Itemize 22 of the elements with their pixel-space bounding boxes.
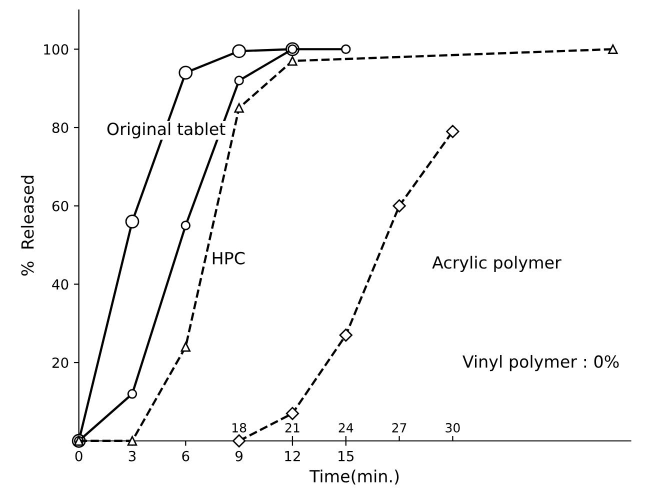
x-tick-label: 9	[236, 450, 243, 462]
y-tick-label: 100	[44, 44, 68, 55]
x2-tick-label: 24	[338, 423, 354, 432]
y-tick-label: 80	[52, 122, 68, 133]
x2-tick-label: 30	[446, 423, 460, 432]
annotation: Original tablet	[107, 122, 226, 138]
y-tick-label: 40	[52, 279, 68, 290]
x2-tick-label: 21	[285, 423, 300, 432]
y-tick-label: 20	[52, 358, 68, 368]
annotation: HPC	[212, 252, 245, 264]
x2-tick-label: 27	[392, 423, 406, 432]
x-axis-title: Time(min.)	[309, 470, 399, 484]
x-tick-label: 12	[285, 450, 300, 462]
x2-tick-label: 18	[232, 423, 246, 432]
x-tick-label: 6	[182, 450, 190, 462]
y-tick-label: 60	[52, 200, 68, 212]
x-tick-label: 0	[75, 450, 82, 462]
annotation: Acrylic polymer	[432, 256, 562, 272]
x-tick-label: 3	[128, 450, 136, 462]
annotation: Vinyl polymer : 0%	[462, 354, 619, 372]
x-tick-label: 15	[338, 451, 354, 462]
y-axis-title: % Released	[20, 176, 34, 276]
